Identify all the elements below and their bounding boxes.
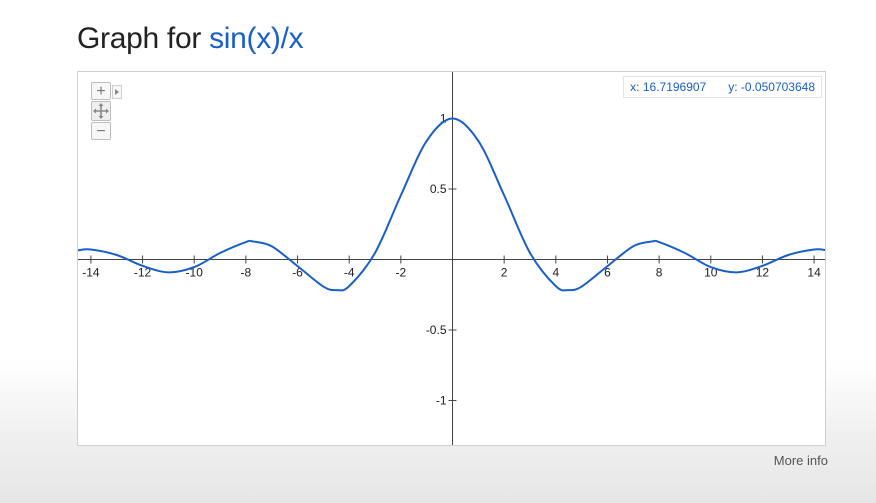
x-tick-label: -6 [292,266,303,280]
y-tick-label: -0.5 [426,323,447,337]
graph-title: Graph for sin(x)/x [77,22,304,56]
x-tick-label: 6 [604,266,611,280]
x-tick-label: 2 [501,266,508,280]
title-prefix: Graph for [77,22,202,55]
x-tick-label: -12 [134,266,152,280]
zoom-controls: + − [90,82,122,140]
sinc-curve-line [78,117,825,292]
zoom-in-button[interactable]: + [91,82,111,100]
x-tick-label: -4 [344,266,355,280]
y-tick-label: 1 [440,112,447,126]
y-readout: y: -0.050703648 [728,80,815,94]
x-readout: x: 16.7196907 [630,80,707,94]
move-icon[interactable] [91,101,111,121]
x-tick-label: 8 [656,266,663,280]
y-tick-label: 0.5 [430,182,447,196]
zoom-out-button[interactable]: − [91,122,111,140]
pan-expand-arrow-icon[interactable] [112,85,122,99]
x-tick-label: 14 [807,266,821,280]
x-tick-label: -2 [396,266,407,280]
x-tick-label: 4 [552,266,559,280]
x-tick-label: -14 [82,266,100,280]
function-link[interactable]: sin(x)/x [209,22,304,55]
y-tick-label: -1 [436,393,447,407]
plot-area[interactable]: -14 -12 -10 -8 -6 -4 -2 2 4 6 8 10 12 14 1 0.5 -0.5 -1 x:… [77,71,826,446]
coordinate-readout: x: 16.7196907 y: -0.050703648 [623,76,822,98]
more-info-link[interactable]: More info [773,453,828,468]
x-tick-label: 12 [756,266,770,280]
x-tick-label: -8 [241,266,252,280]
